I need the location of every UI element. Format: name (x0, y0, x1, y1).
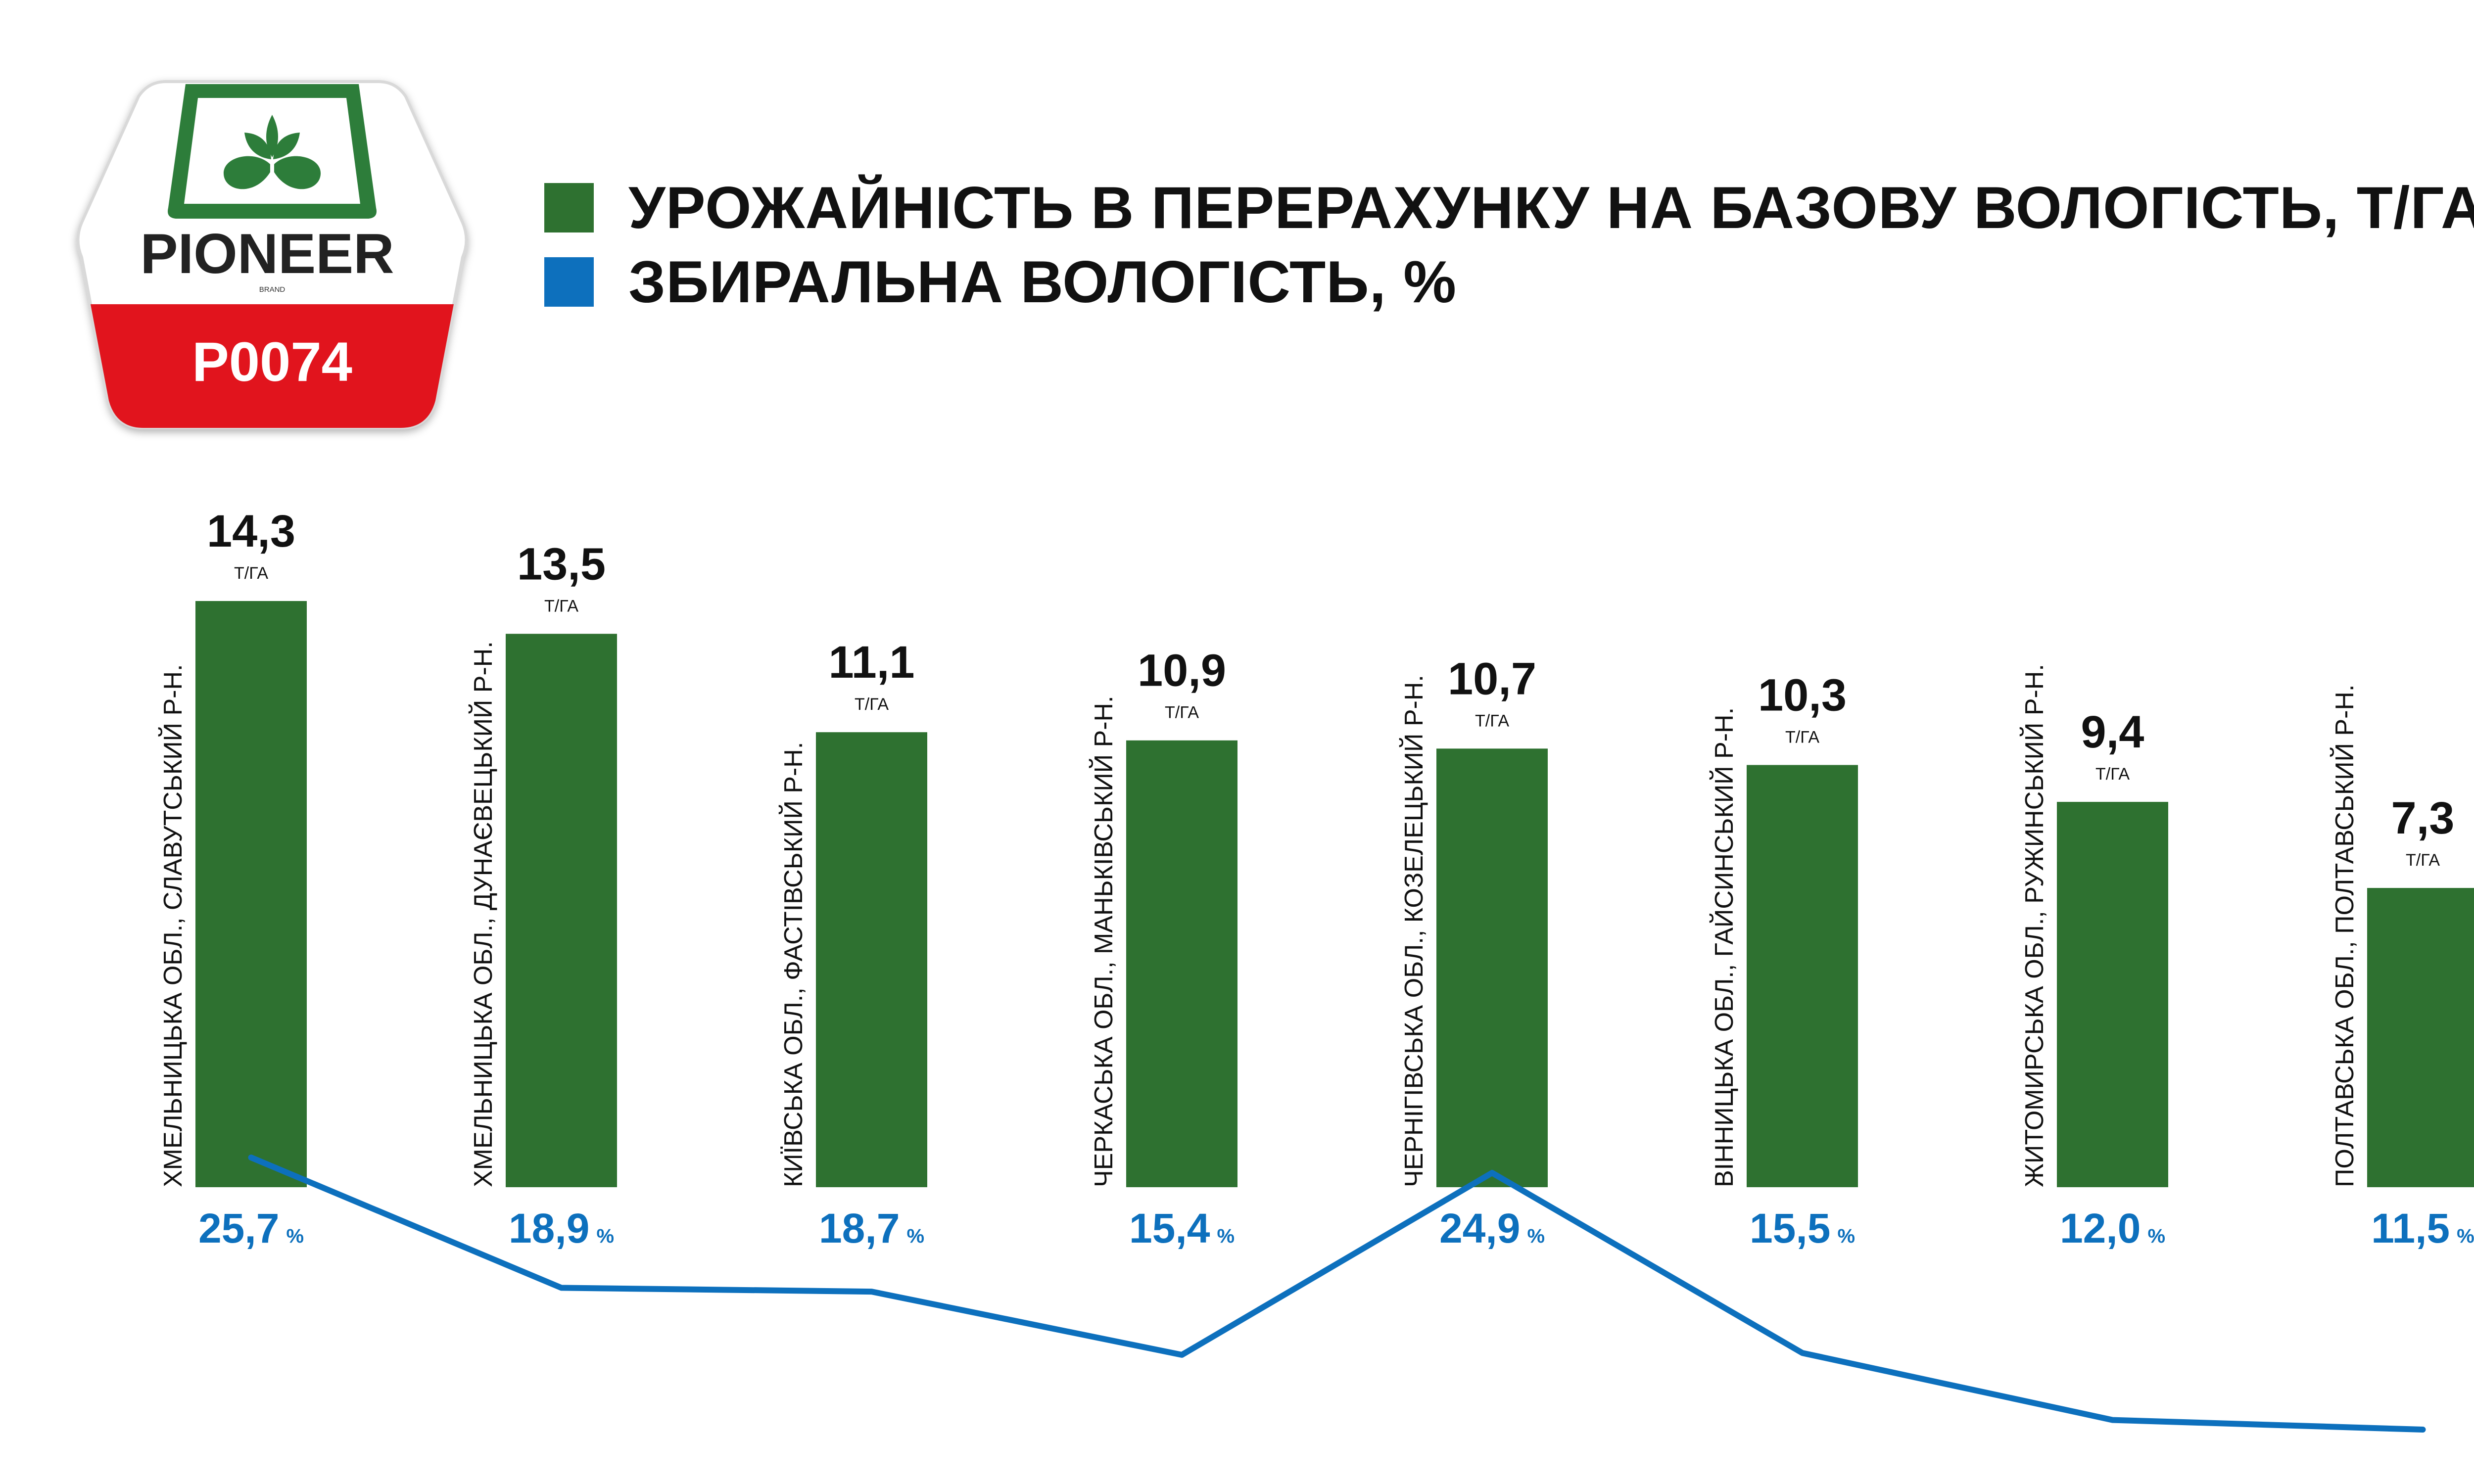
legend-swatch-moisture (544, 257, 594, 307)
pioneer-logo: PIONEER BRAND P0074 (59, 59, 485, 458)
legend-label-moisture: ЗБИРАЛЬНА ВОЛОГІСТЬ, % (628, 249, 1457, 315)
product-code: P0074 (192, 331, 352, 393)
brand-sub: BRAND (259, 285, 285, 294)
bar-value-label-6: 9,4 (2081, 707, 2144, 757)
moisture-line (248, 1155, 2426, 1433)
moisture-value-label-7: 11,5% (2371, 1205, 2474, 1252)
bar-6 (2057, 802, 2168, 1187)
legend-item-moisture: ЗБИРАЛЬНА ВОЛОГІСТЬ, % (544, 245, 2474, 319)
category-label-6: ЖИТОМИРСЬКА ОБЛ., РУЖИНСЬКИЙ Р-Н. (2020, 664, 2049, 1187)
moisture-value-label-3: 15,4% (1129, 1205, 1235, 1252)
legend-label-yield: УРОЖАЙНІСТЬ В ПЕРЕРАХУНКУ НА БАЗОВУ ВОЛО… (628, 175, 2474, 241)
bar-5 (1747, 765, 1858, 1187)
bar-unit-label-4: Т/ГА (1475, 711, 1509, 730)
category-label-4: ЧЕРНІГІВСЬКА ОБЛ., КОЗЕЛЕЦЬКИЙ Р-Н. (1399, 675, 1428, 1187)
bar-1 (506, 634, 617, 1187)
product-band (78, 304, 467, 428)
bar-value-label-2: 11,1 (829, 637, 915, 688)
moisture-value-label-0: 25,7% (198, 1205, 304, 1252)
bar-unit-label-2: Т/ГА (855, 695, 889, 714)
moisture-value-label-2: 18,7% (819, 1205, 924, 1252)
moisture-value-label-1: 18,9% (509, 1205, 614, 1252)
bar-value-label-5: 10,3 (1758, 670, 1847, 720)
bar-unit-label-7: Т/ГА (2406, 851, 2440, 870)
category-label-2: КИЇВСЬКА ОБЛ., ФАСТІВСЬКИЙ Р-Н. (779, 742, 808, 1187)
legend-swatch-yield (544, 183, 594, 232)
category-label-1: ХМЕЛЬНИЦЬКА ОБЛ., ДУНАЄВЕЦЬКИЙ Р-Н. (469, 641, 498, 1187)
bar-value-label-4: 10,7 (1448, 653, 1536, 704)
category-label-3: ЧЕРКАСЬКА ОБЛ., МАНЬКІВСЬКИЙ Р-Н. (1089, 696, 1118, 1187)
bar-4 (1436, 748, 1548, 1187)
bar-7 (2367, 888, 2474, 1187)
category-label-7: ПОЛТАВСЬКА ОБЛ., ПОЛТАВСЬКИЙ Р-Н. (2330, 685, 2359, 1187)
category-label-5: ВІННИЦЬКА ОБЛ., ГАЙСИНСЬКИЙ Р-Н. (1710, 707, 1739, 1187)
bar-unit-label-0: Т/ГА (234, 564, 268, 583)
category-label-0: ХМЕЛЬНИЦЬКА ОБЛ., СЛАВУТСЬКИЙ Р-Н. (158, 664, 188, 1187)
bar-2 (816, 732, 927, 1187)
bar-value-label-1: 13,5 (517, 539, 606, 589)
bar-value-label-7: 7,3 (2391, 793, 2455, 843)
moisture-value-label-6: 12,0% (2060, 1205, 2165, 1252)
bar-0 (195, 601, 307, 1187)
bar-unit-label-1: Т/ГА (544, 597, 578, 615)
bar-unit-label-3: Т/ГА (1165, 703, 1199, 722)
brand-name: PIONEER (140, 223, 394, 285)
bar-value-label-3: 10,9 (1138, 646, 1226, 696)
bar-value-label-0: 14,3 (207, 506, 295, 556)
moisture-value-label-5: 15,5% (1750, 1205, 1855, 1252)
legend-item-yield: УРОЖАЙНІСТЬ В ПЕРЕРАХУНКУ НА БАЗОВУ ВОЛО… (544, 171, 2474, 245)
bar-3 (1126, 740, 1237, 1187)
bar-unit-label-5: Т/ГА (1785, 728, 1819, 746)
chart-legend: УРОЖАЙНІСТЬ В ПЕРЕРАХУНКУ НА БАЗОВУ ВОЛО… (544, 171, 2474, 319)
moisture-value-label-4: 24,9% (1439, 1205, 1545, 1252)
bar-unit-label-6: Т/ГА (2095, 765, 2130, 784)
